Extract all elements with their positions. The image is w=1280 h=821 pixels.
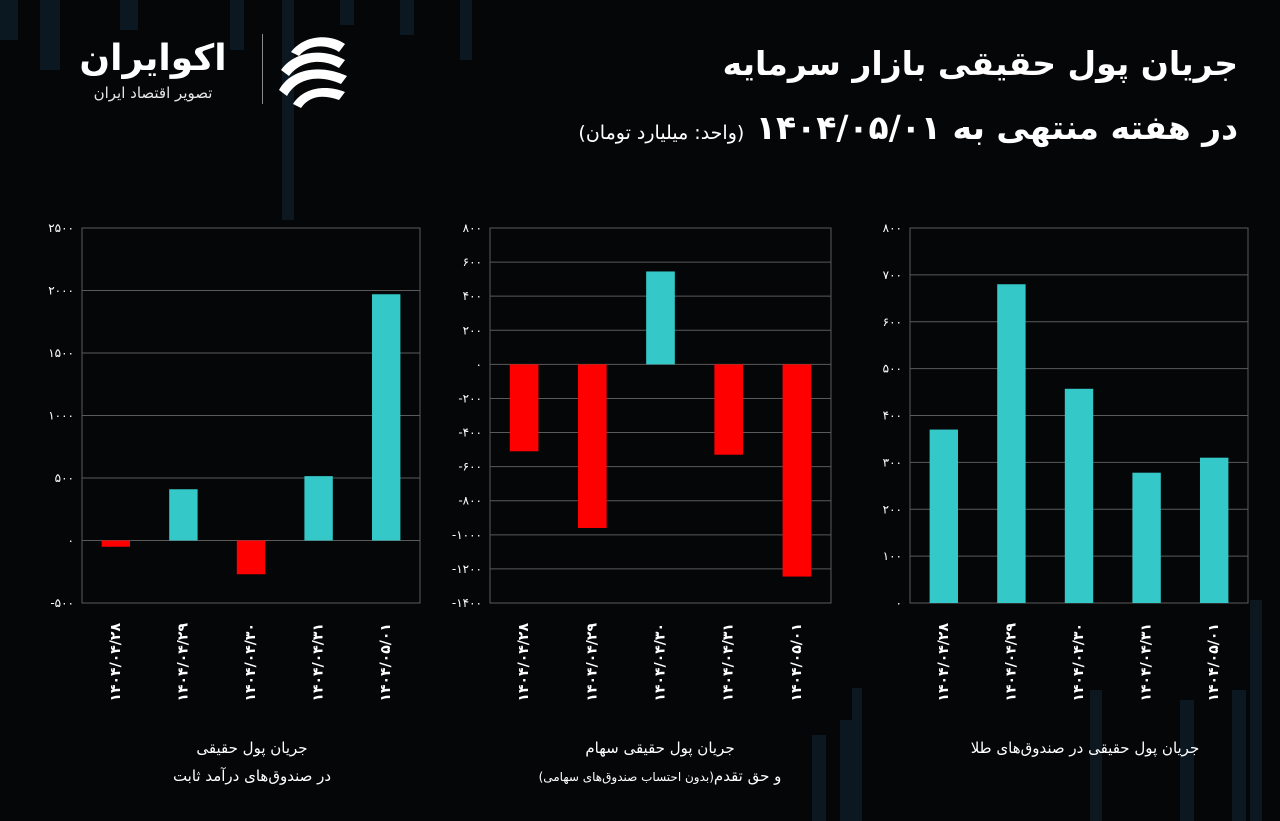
- bar: [304, 476, 333, 541]
- chart-caption-gold-funds: جریان پول حقیقی در صندوق‌های طلا: [900, 734, 1270, 762]
- x-tick-label: ۱۴۰۴/۰۴/۲۹: [1003, 623, 1019, 702]
- x-tick-label: ۱۴۰۴/۰۴/۲۸: [516, 623, 532, 702]
- x-tick-label: ۱۴۰۴/۰۴/۲۹: [584, 623, 600, 702]
- y-tick-label: ۰: [476, 357, 482, 371]
- y-tick-label: -۶۰۰: [458, 460, 482, 474]
- bar: [714, 364, 744, 455]
- chart-stocks: -۱۴۰۰ -۱۲۰۰ -۱۰۰۰ -۸۰۰ -۶۰۰ -۴۰۰ -۲۰۰ ۰ ۲۰۰ ۴۰۰ ۶۰…: [452, 221, 832, 702]
- bar: [929, 429, 958, 603]
- chart-caption-stocks: جریان پول حقیقی سهام و حق تقدم(بدون احتس…: [480, 734, 840, 791]
- ecoiran-logo-icon: [279, 37, 347, 108]
- y-tick-label: ۱۵۰۰: [48, 346, 74, 360]
- y-tick-label: ۲۰۰: [883, 502, 902, 516]
- y-tick-label: ۵۰۰: [55, 471, 74, 485]
- y-tick-label: -۴۰۰: [458, 426, 482, 440]
- bar: [509, 364, 539, 452]
- bar: [101, 540, 130, 547]
- x-tick-label: ۱۴۰۴/۰۴/۲۸: [108, 623, 124, 702]
- bar: [1064, 388, 1094, 603]
- y-tick-label: -۸۰۰: [458, 494, 482, 508]
- y-tick-label: ۱۰۰: [883, 549, 902, 563]
- y-tick-label: ۸۰۰: [463, 221, 482, 235]
- x-tick-label: ۱۴۰۴/۰۵/۰۱: [378, 623, 394, 702]
- y-tick-label: ۵۰۰: [883, 362, 902, 376]
- y-tick-label: -۲۰۰: [458, 391, 482, 405]
- y-tick-label: ۰: [896, 596, 902, 610]
- bar: [997, 284, 1026, 603]
- page-subtitle: در هفته منتهی به ۱۴۰۴/۰۵/۰۱ (واحد: میلیا…: [578, 108, 1238, 147]
- subtitle-text: در هفته منتهی به ۱۴۰۴/۰۵/۰۱: [755, 108, 1238, 147]
- y-tick-label: ۲۰۰۰: [48, 284, 74, 298]
- brand-name: اکوایران: [79, 38, 227, 79]
- y-tick-label: -۵۰۰: [50, 596, 74, 610]
- chart-caption-fixed-income: جریان پول حقیقی در صندوق‌های درآمد ثابت: [82, 734, 422, 790]
- x-tick-label: ۱۴۰۴/۰۴/۳۰: [1071, 623, 1087, 702]
- y-tick-label: ۶۰۰: [883, 315, 902, 329]
- chart-fixed-income: -۵۰۰ ۰ ۵۰۰ ۱۰۰۰ ۱۵۰۰ ۲۰۰۰ ۲۵۰۰ ۱۴۰۴/۰۴/۲۸ ۱۴۰۴/۰…: [48, 221, 421, 702]
- bar: [169, 489, 198, 541]
- x-tick-label: ۱۴۰۴/۰۴/۳۱: [721, 623, 737, 702]
- y-tick-label: ۳۰۰: [883, 455, 902, 469]
- y-tick-label: -۱۲۰۰: [452, 562, 482, 576]
- y-tick-label: -۱۴۰۰: [452, 596, 482, 610]
- bar: [372, 294, 401, 541]
- y-tick-label: ۲۵۰۰: [48, 221, 74, 235]
- caption-line: جریان پول حقیقی سهام: [585, 739, 735, 757]
- y-tick-label: ۴۰۰: [463, 289, 482, 303]
- x-tick-label: ۱۴۰۴/۰۴/۲۸: [936, 623, 952, 702]
- bar: [1200, 457, 1229, 603]
- y-tick-label: ۴۰۰: [883, 409, 902, 423]
- bar: [1132, 472, 1161, 603]
- x-tick-label: ۱۴۰۴/۰۴/۳۰: [243, 623, 259, 702]
- caption-line-note: (بدون احتساب صندوق‌های سهامی): [538, 770, 714, 784]
- y-tick-label: ۶۰۰: [463, 255, 482, 269]
- x-tick-label: ۱۴۰۴/۰۵/۰۱: [789, 623, 805, 702]
- caption-line: و حق تقدم(بدون احتساب صندوق‌های سهامی): [480, 762, 840, 791]
- unit-label: (واحد: میلیارد تومان): [578, 122, 745, 144]
- x-tick-label: ۱۴۰۴/۰۴/۳۱: [311, 623, 327, 702]
- brand-divider: [262, 34, 263, 104]
- caption-line: جریان پول حقیقی: [196, 739, 308, 757]
- y-tick-label: ۸۰۰: [883, 221, 902, 235]
- y-tick-label: ۷۰۰: [883, 268, 902, 282]
- brand-block: اکوایران تصویر اقتصاد ایران: [45, 32, 347, 112]
- brand-tagline: تصویر اقتصاد ایران: [93, 84, 213, 102]
- caption-line: در صندوق‌های درآمد ثابت: [172, 767, 332, 785]
- page-title: جریان پول حقیقی بازار سرمایه: [722, 44, 1238, 83]
- bar: [646, 271, 675, 365]
- caption-line-main: و حق تقدم: [713, 767, 782, 785]
- chart-gold-funds: ۰ ۱۰۰ ۲۰۰ ۳۰۰ ۴۰۰ ۵۰۰ ۶۰۰ ۷۰۰ ۸۰۰ ۱۴۰۴/۰۴/۲۸ ۱۴۰۴/…: [883, 221, 1249, 702]
- y-tick-label: ۰: [68, 534, 74, 548]
- bar: [782, 364, 812, 577]
- x-tick-label: ۱۴۰۴/۰۵/۰۱: [1206, 623, 1222, 702]
- y-tick-label: -۱۰۰۰: [452, 528, 482, 542]
- y-tick-label: ۱۰۰۰: [48, 409, 74, 423]
- x-tick-label: ۱۴۰۴/۰۴/۳۱: [1139, 623, 1155, 702]
- y-tick-label: ۲۰۰: [463, 323, 482, 337]
- bar: [236, 540, 266, 575]
- caption-line: جریان پول حقیقی در صندوق‌های طلا: [970, 739, 1200, 757]
- x-tick-label: ۱۴۰۴/۰۴/۳۰: [653, 623, 669, 702]
- x-tick-label: ۱۴۰۴/۰۴/۲۹: [175, 623, 191, 702]
- bar: [577, 364, 607, 528]
